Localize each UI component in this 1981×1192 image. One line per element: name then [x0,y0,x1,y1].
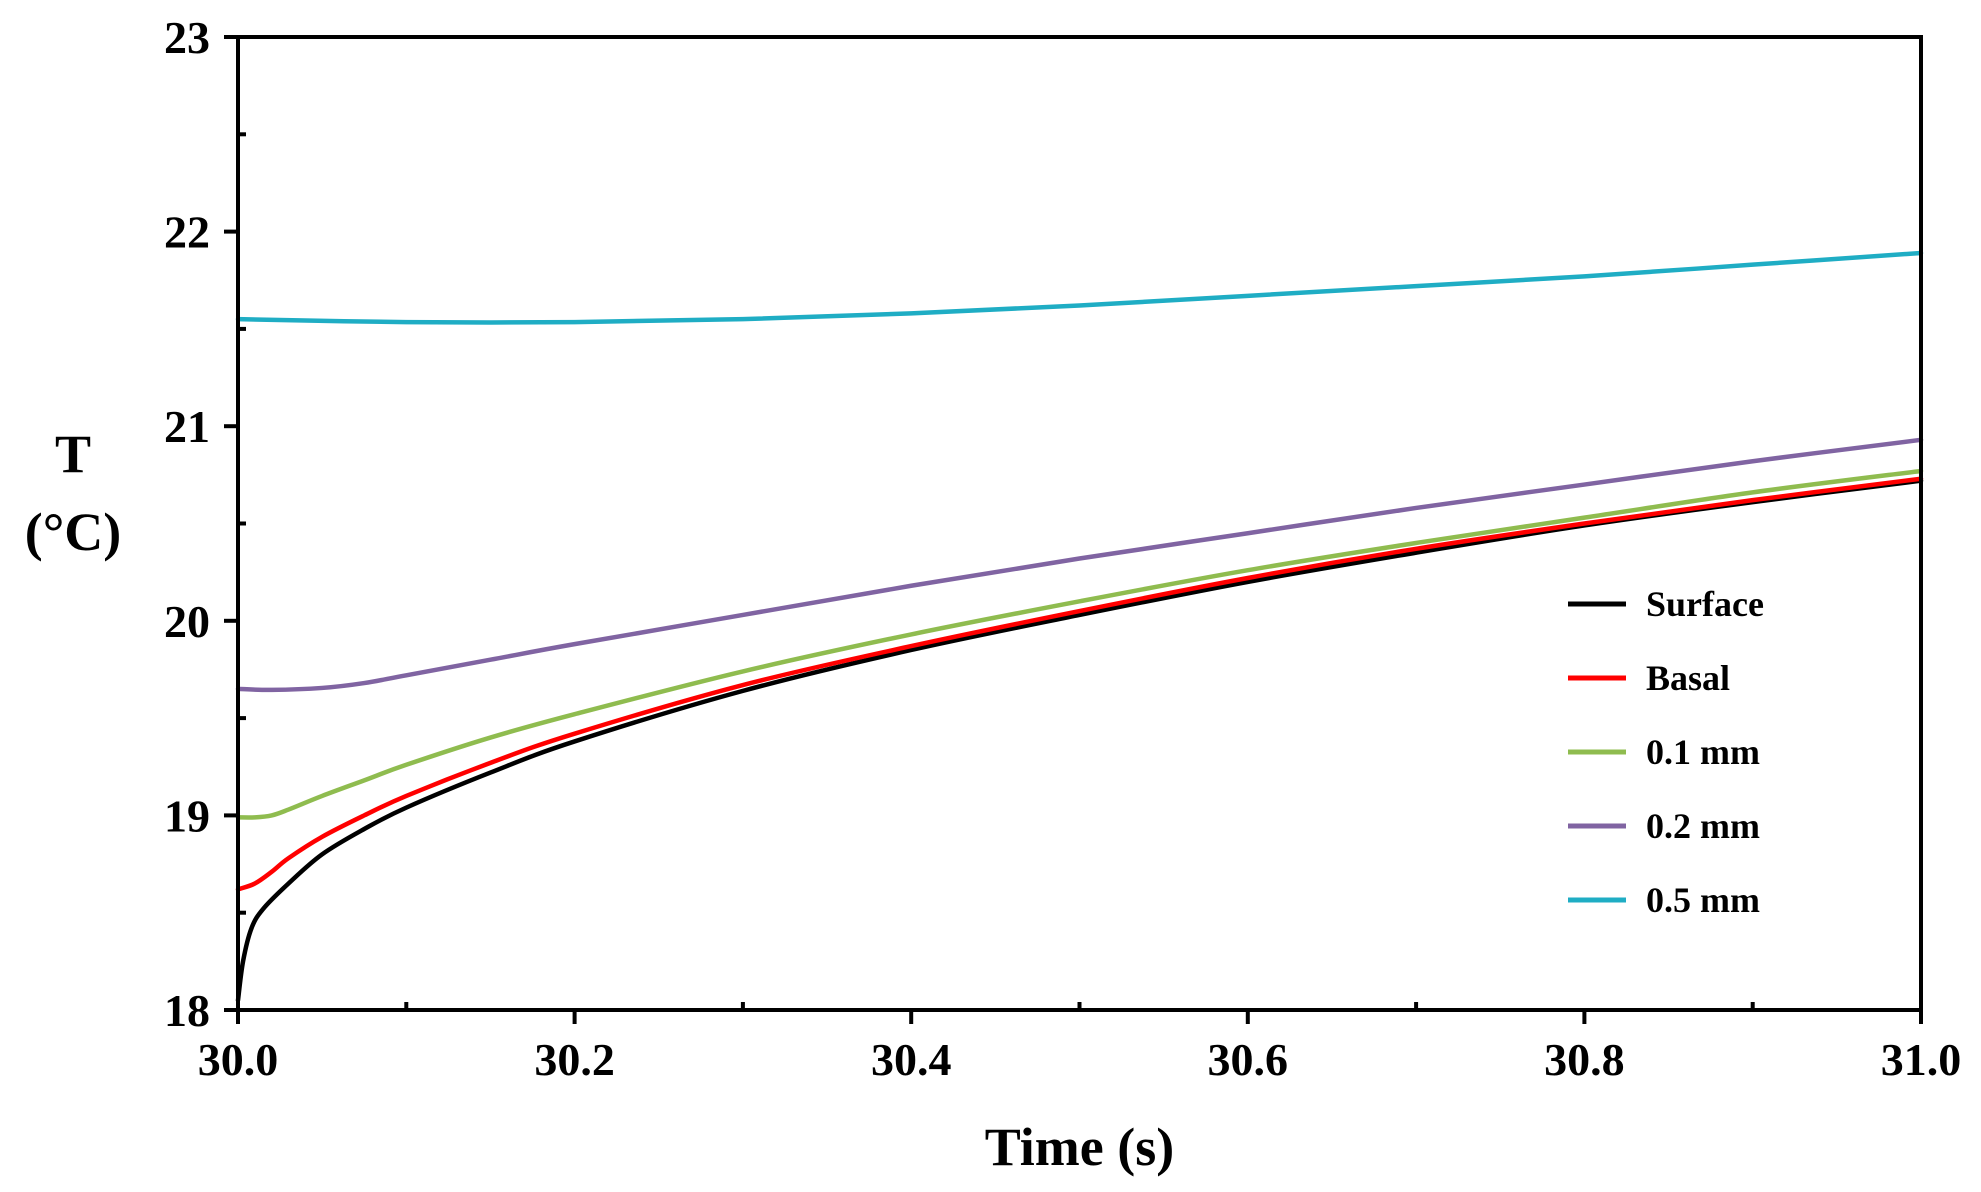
x-axis-title: Time (s) [985,1117,1174,1177]
x-tick-label: 30.4 [871,1034,952,1085]
tick-labels-layer: 30.0 30.2 30.4 30.6 30.8 31.0 18 19 20 21 22 23 [164,12,1961,1085]
x-tick-label: 30.2 [534,1034,615,1085]
series-line-surface [235,478,1924,1003]
legend-label-0-5-mm: 0.5 mm [1646,880,1760,920]
series-line-basal [235,476,1924,892]
x-tick-label: 31.0 [1881,1034,1962,1085]
series-line-0-2-mm [235,437,1924,693]
y-axis-title-line2: (°C) [25,502,122,562]
x-tick-label: 30.6 [1208,1034,1289,1085]
series-layer [235,250,1924,1003]
y-tick-label: 23 [164,12,210,63]
ticks-layer [224,35,1923,1024]
legend-label-basal: Basal [1646,658,1730,698]
x-tick-label: 30.0 [198,1034,279,1085]
series-line-0-1-mm [235,468,1924,820]
y-tick-label: 21 [164,401,210,452]
y-tick-label: 20 [164,596,210,647]
y-tick-label: 18 [164,985,210,1036]
legend-label-0-1-mm: 0.1 mm [1646,732,1760,772]
legend-label-surface: Surface [1646,584,1764,624]
y-tick-label: 19 [164,790,210,841]
legend: Surface Basal 0.1 mm 0.2 mm 0.5 mm [1568,584,1764,920]
series-line-0-5-mm [235,250,1924,325]
legend-label-0-2-mm: 0.2 mm [1646,806,1760,846]
x-tick-label: 30.8 [1544,1034,1625,1085]
y-tick-label: 22 [164,207,210,258]
y-axis-title-line1: T [55,424,91,484]
